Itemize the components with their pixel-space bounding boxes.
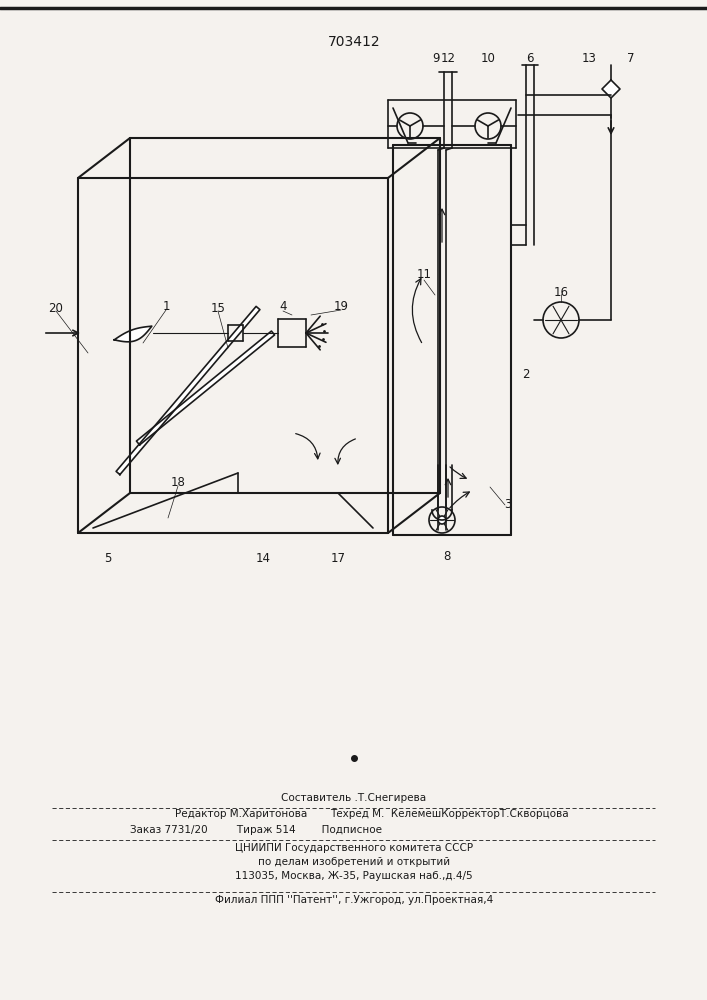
Text: 8: 8 [443,550,450,564]
Text: 17: 17 [330,552,346,564]
Circle shape [438,516,446,524]
Text: Техред М.  КелемешКорректорТ.Скворцова: Техред М. КелемешКорректорТ.Скворцова [330,809,568,819]
Polygon shape [116,306,260,475]
Text: 4: 4 [279,300,287,312]
Text: 2: 2 [522,368,530,381]
Text: Составитель .Т.Снегирева: Составитель .Т.Снегирева [281,793,426,803]
Text: 10: 10 [481,51,496,64]
Text: 12: 12 [440,51,455,64]
Text: 1: 1 [162,300,170,312]
Text: 3: 3 [504,498,512,512]
Text: Филиал ППП ''Патент'', г.Ужгород, ул.Проектная,4: Филиал ППП ''Патент'', г.Ужгород, ул.Про… [215,895,493,905]
Text: 5: 5 [105,552,112,564]
Text: 9: 9 [432,51,440,64]
Text: 7: 7 [627,51,635,64]
Text: 15: 15 [211,302,226,314]
Text: 14: 14 [255,552,271,564]
Polygon shape [115,326,152,342]
Text: 6: 6 [526,51,534,64]
Text: ЦНИИПИ Государственного комитета СССР: ЦНИИПИ Государственного комитета СССР [235,843,473,853]
Polygon shape [602,80,620,98]
Polygon shape [136,331,274,445]
Text: Редактор М.Харитонова: Редактор М.Харитонова [175,809,308,819]
Text: 18: 18 [170,477,185,489]
Text: 11: 11 [416,268,431,282]
Text: 16: 16 [554,286,568,298]
Text: 113035, Москва, Ж-35, Раушская наб.,д.4/5: 113035, Москва, Ж-35, Раушская наб.,д.4/… [235,871,473,881]
Text: 19: 19 [334,300,349,312]
Text: 703412: 703412 [327,35,380,49]
Text: по делам изобретений и открытий: по делам изобретений и открытий [258,857,450,867]
Text: 20: 20 [49,302,64,314]
Text: Заказ 7731/20         Тираж 514        Подписное: Заказ 7731/20 Тираж 514 Подписное [130,825,382,835]
Text: 13: 13 [582,51,597,64]
